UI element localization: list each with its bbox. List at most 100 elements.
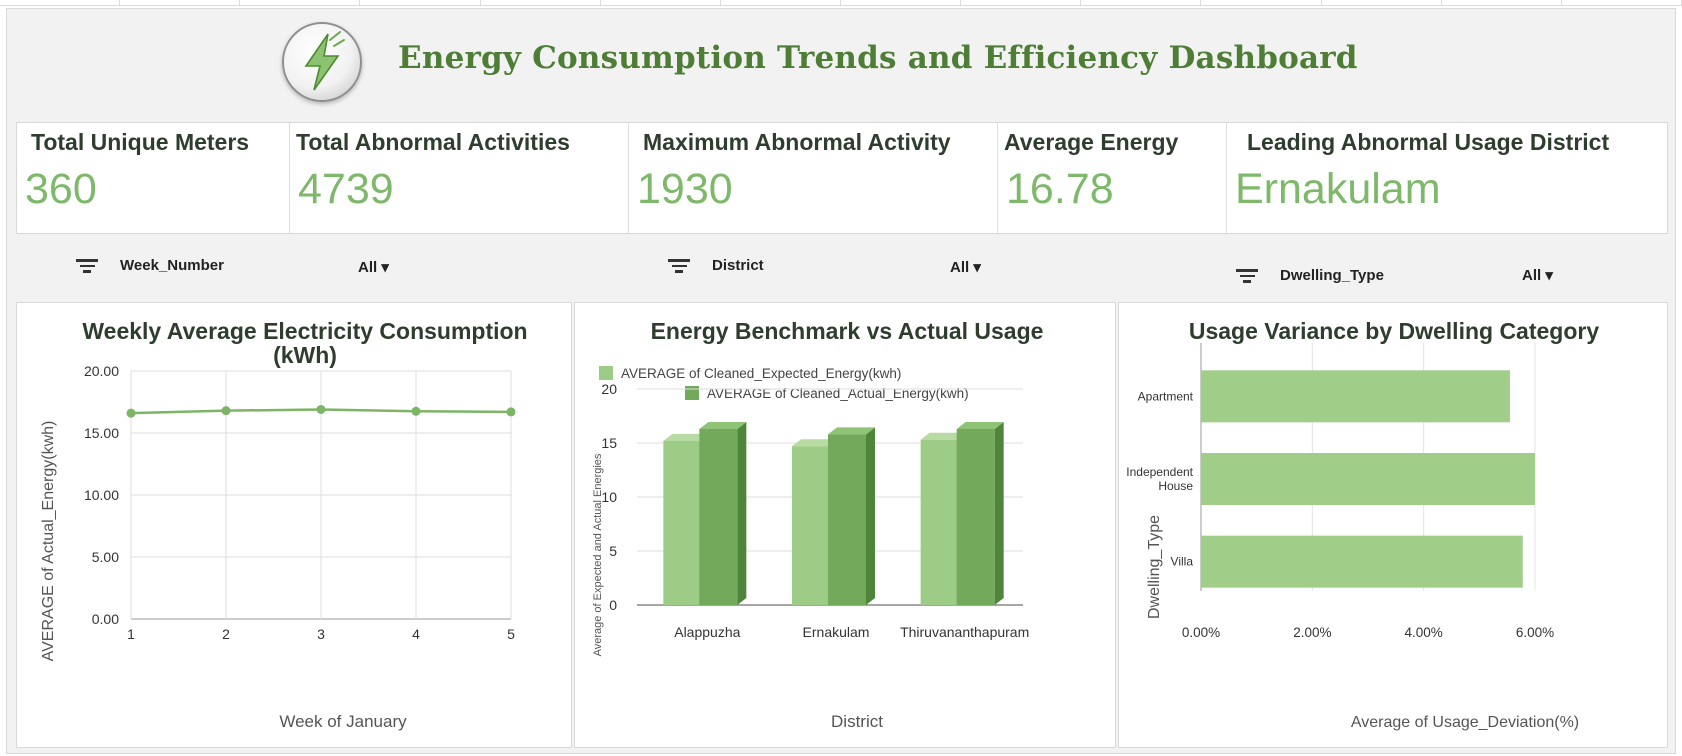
y-axis-ticks: 0.00 5.00 10.00 15.00 20.00 [84, 363, 119, 627]
x-tick-label: 0.00% [1182, 625, 1220, 640]
y-tick-label: Independent [1126, 465, 1193, 479]
y-tick-label: 0.00 [92, 611, 119, 627]
x-tick-label: 5 [507, 626, 515, 642]
lightning-bolt-icon [282, 22, 362, 102]
bar-actual-front [956, 428, 995, 605]
panel-usage-variance: Usage Variance by Dwelling Category Apar… [1118, 302, 1668, 748]
kpi-value: 4739 [298, 165, 394, 213]
x-tick-label: Thiruvananthapuram [900, 624, 1029, 640]
bar-actual-top [828, 427, 875, 435]
y-tick-label: Apartment [1138, 389, 1194, 403]
data-point [411, 406, 421, 416]
kpi-average-energy: Average Energy 16.78 [998, 123, 1227, 233]
bars [1201, 370, 1535, 588]
bar-expected-top [663, 433, 711, 441]
bar-actual-alappuzha [699, 421, 747, 605]
bar-actual-front [699, 428, 738, 605]
bar-expected-top [920, 432, 968, 440]
legend-swatch-actual [685, 386, 699, 400]
bar-actual-side [866, 427, 875, 605]
bars [663, 421, 1004, 605]
kpi-row: Total Unique Meters 360 Total Abnormal A… [16, 122, 1668, 234]
filter-week-number[interactable]: Week_Number [76, 256, 224, 276]
filter-icon [76, 256, 98, 276]
y-tick-label: Villa [1171, 555, 1194, 569]
filter-week-number-dropdown[interactable]: All ▾ [358, 259, 389, 276]
y-tick-label: 10 [601, 489, 617, 505]
kpi-total-unique-meters: Total Unique Meters 360 [17, 123, 290, 233]
bar-villa [1201, 535, 1523, 588]
kpi-maximum-abnormal-activity: Maximum Abnormal Activity 1930 [629, 123, 998, 233]
y-tick-label: 15 [601, 435, 617, 451]
bar-expected-front [792, 446, 830, 605]
bar-independent-house [1201, 453, 1535, 505]
filter-dwelling-type[interactable]: Dwelling_Type [1236, 266, 1384, 286]
y-tick-label: 20.00 [84, 363, 119, 379]
kpi-label: Average Energy [1004, 129, 1179, 155]
x-tick-label: 2 [222, 626, 230, 642]
y-axis-label: Dwelling_Type [1146, 515, 1163, 619]
bar-actual-side [737, 421, 747, 605]
kpi-value: Ernakulam [1235, 165, 1441, 213]
legend-label-actual: AVERAGE of Cleaned_Actual_Energy(kwh) [707, 386, 969, 401]
panel-weekly-consumption: Weekly Average Electricity Consumption (… [16, 302, 572, 748]
filter-label: District [712, 257, 764, 275]
kpi-label: Total Abnormal Activities [296, 129, 570, 155]
y-tick-label: House [1158, 479, 1193, 493]
panel-benchmark-vs-actual: Energy Benchmark vs Actual Usage AVERAGE… [574, 302, 1116, 748]
kpi-leading-abnormal-usage-district: Leading Abnormal Usage District Ernakula… [1227, 123, 1667, 233]
chart-title: Energy Benchmark vs Actual Usage [651, 318, 1044, 344]
filter-district-dropdown[interactable]: All ▾ [950, 259, 981, 276]
legend-label-expected: AVERAGE of Cleaned_Expected_Energy(kwh) [621, 366, 901, 381]
x-axis-label: Average of Usage_Deviation(%) [1351, 714, 1579, 731]
y-tick-label: 5.00 [92, 549, 119, 565]
y-tick-label: 10.00 [84, 487, 119, 503]
y-tick-label: 20 [601, 381, 617, 397]
series-points [126, 404, 516, 418]
bar-actual-thiruvananthapuram [956, 421, 1004, 605]
y-tick-label: 0 [609, 597, 617, 613]
bar-expected-front [663, 440, 702, 605]
kpi-total-abnormal-activities: Total Abnormal Activities 4739 [290, 123, 629, 233]
filter-label: Dwelling_Type [1280, 267, 1384, 285]
kpi-value: 1930 [637, 165, 733, 213]
filter-icon [668, 256, 690, 276]
y-tick-label: 15.00 [84, 425, 119, 441]
bar-actual-side [994, 421, 1004, 605]
filter-dwelling-type-dropdown[interactable]: All ▾ [1522, 267, 1553, 284]
data-point [316, 404, 326, 414]
weekly-consumption-line-chart: Weekly Average Electricity Consumption (… [40, 318, 528, 731]
chart-title-line-2: (kWh) [273, 342, 337, 368]
y-axis-label: Average of Expected and Actual Energies [592, 453, 604, 656]
data-point [221, 406, 231, 416]
x-axis-label: Week of January [279, 712, 407, 731]
x-axis-ticks: 0.00% 2.00% 4.00% 6.00% [1182, 625, 1554, 640]
y-tick-label: 5 [609, 543, 617, 559]
x-tick-label: 4 [412, 626, 420, 642]
legend-swatch-expected [599, 366, 613, 380]
chart-title: Usage Variance by Dwelling Category [1189, 318, 1600, 344]
kpi-label: Leading Abnormal Usage District [1247, 129, 1610, 155]
x-tick-label: Alappuzha [674, 624, 740, 640]
data-point [126, 408, 136, 418]
top-strip [0, 0, 1682, 6]
bar-expected-ernakulam [792, 439, 839, 605]
filter-district[interactable]: District [668, 256, 764, 276]
kpi-value: 360 [25, 165, 97, 213]
x-axis-ticks: 1 2 3 4 5 [127, 626, 515, 642]
bar-actual-front [828, 434, 866, 605]
x-tick-label: 1 [127, 626, 135, 642]
bar-actual-ernakulam [828, 427, 875, 605]
x-axis-label: District [831, 712, 883, 731]
y-axis-ticks: 0 5 10 15 20 [601, 381, 617, 613]
x-tick-label: Ernakulam [803, 624, 870, 640]
x-tick-label: 2.00% [1293, 625, 1331, 640]
x-axis-ticks: Alappuzha Ernakulam Thiruvananthapuram [674, 624, 1029, 640]
bar-expected-top [792, 439, 839, 447]
bar-actual-top [699, 421, 747, 429]
filter-icon [1236, 266, 1258, 286]
x-tick-label: 4.00% [1405, 625, 1443, 640]
kpi-label: Total Unique Meters [31, 129, 250, 155]
bar-apartment [1201, 370, 1510, 423]
